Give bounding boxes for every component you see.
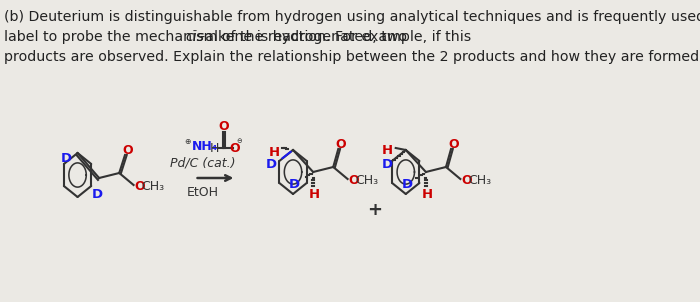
Text: Pd/C (cat.): Pd/C (cat.) — [171, 156, 236, 169]
Text: O: O — [461, 174, 472, 187]
Text: H: H — [382, 143, 393, 156]
Text: $^{\oplus}$: $^{\oplus}$ — [184, 138, 192, 148]
Text: D: D — [289, 178, 300, 191]
Text: O: O — [349, 174, 359, 187]
Text: +: + — [368, 201, 382, 219]
Text: O: O — [122, 144, 133, 158]
Text: H: H — [422, 188, 433, 201]
Text: (b) Deuterium is distinguishable from hydrogen using analytical techniques and i: (b) Deuterium is distinguishable from hy… — [4, 10, 700, 24]
Text: O: O — [230, 142, 240, 155]
Text: CH₃: CH₃ — [468, 174, 491, 187]
Text: CH₃: CH₃ — [141, 179, 164, 192]
Text: D: D — [60, 152, 71, 165]
Text: O: O — [449, 139, 459, 152]
Text: EtOH: EtOH — [187, 185, 219, 198]
Text: O: O — [134, 179, 145, 192]
Text: H: H — [269, 146, 280, 159]
Text: NH₄: NH₄ — [192, 140, 218, 153]
Text: H: H — [210, 142, 219, 155]
Text: $^{\ominus}$: $^{\ominus}$ — [237, 138, 244, 148]
Text: label to probe the mechanism of the reaction. For example, if this: label to probe the mechanism of the reac… — [4, 30, 476, 44]
Text: D: D — [382, 158, 393, 171]
Text: D: D — [92, 188, 103, 201]
Text: D: D — [266, 158, 277, 171]
Text: O: O — [219, 120, 230, 133]
Text: products are observed. Explain the relationship between the 2 products and how t: products are observed. Explain the relat… — [4, 50, 700, 64]
Text: H: H — [309, 188, 320, 201]
Text: O: O — [336, 139, 346, 152]
Text: D: D — [402, 178, 413, 191]
Text: -alkene is hydrogenated, two: -alkene is hydrogenated, two — [199, 30, 407, 44]
Text: CH₃: CH₃ — [356, 174, 379, 187]
Text: cis: cis — [186, 30, 204, 44]
